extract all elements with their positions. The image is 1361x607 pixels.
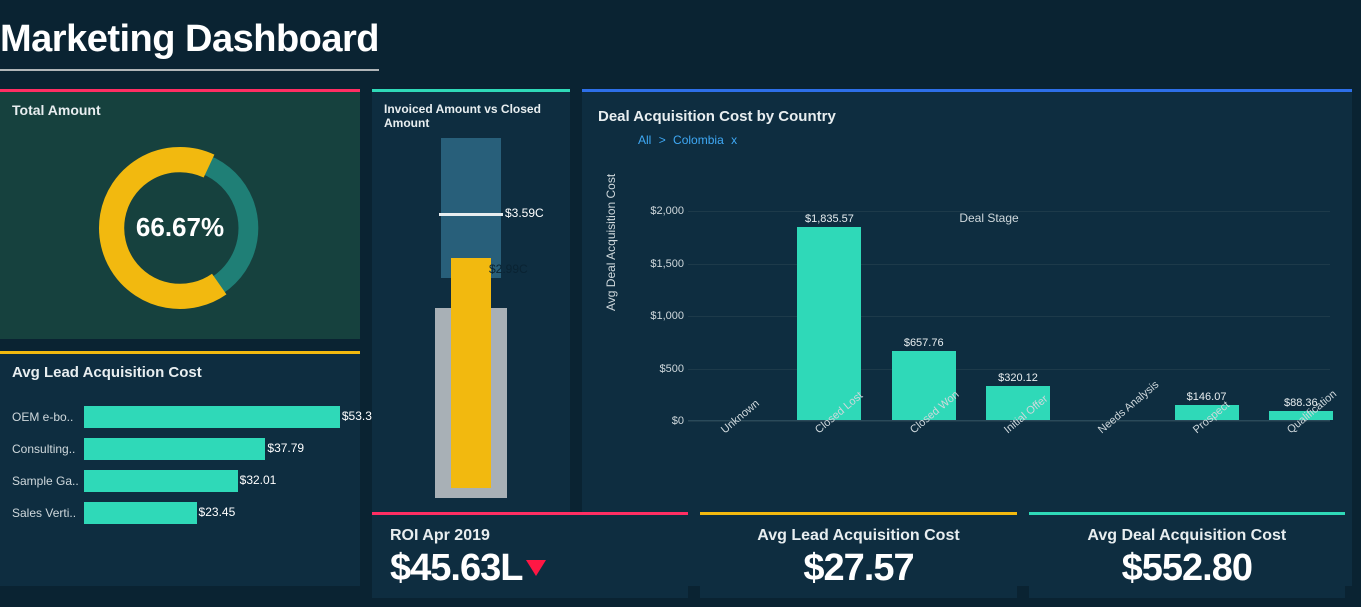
hbar-fill [84, 406, 340, 428]
gridline [688, 369, 1330, 370]
hbar-row[interactable]: Consulting.. $37.79 [12, 435, 348, 463]
kpi-card: Avg Deal Acquisition Cost $552.80 [1029, 512, 1345, 598]
hbar-fill [84, 470, 238, 492]
kpi-value: $45.63L [390, 547, 670, 590]
hbar-fill [84, 502, 197, 524]
vbar-seg-yellow [451, 258, 491, 488]
hbar-value: $32.01 [240, 473, 277, 487]
donut-percent-label: 66.67% [136, 212, 224, 243]
kpi-title: Avg Deal Acquisition Cost [1047, 527, 1327, 545]
ytick-label: $1,500 [638, 258, 684, 270]
hbar-value: $23.45 [199, 505, 236, 519]
hbar-row[interactable]: OEM e-bo..$53.31 [12, 403, 348, 431]
kpi-card: Avg Lead Acquisition Cost $27.57 [700, 512, 1016, 598]
panel-title-total: Total Amount [12, 102, 348, 118]
breadcrumb-root[interactable]: All [638, 133, 651, 147]
page-title: Marketing Dashboard [0, 18, 379, 71]
kpi-title: ROI Apr 2019 [390, 527, 670, 545]
breadcrumb: All > Colombia x [638, 133, 1340, 147]
hbar-label: Sales Verti.. [12, 506, 84, 520]
column-value-label: $320.12 [998, 372, 1038, 384]
hbar-label: Sample Ga.. [12, 474, 84, 488]
panel-avg-lead-bar: Avg Lead Acquisition Cost OEM e-bo..$53.… [0, 351, 360, 586]
panel-title-country: Deal Acquisition Cost by Country [598, 108, 1340, 125]
column-value-label: $657.76 [904, 337, 944, 349]
vbar-label-steel: $3.59C [505, 206, 544, 220]
trend-down-icon [526, 560, 546, 576]
ytick-label: $2,000 [638, 205, 684, 217]
column-category-label: Needs Analysis [1096, 379, 1161, 437]
kpi-card: ROI Apr 2019 $45.63L [372, 512, 688, 598]
y-axis-label: Avg Deal Acquisition Cost [604, 174, 618, 311]
ytick-label: $1,000 [638, 310, 684, 322]
breadcrumb-separator: > [659, 133, 666, 147]
breadcrumb-close-icon[interactable]: x [731, 133, 737, 147]
hbar-label: OEM e-bo.. [12, 410, 84, 424]
hbar-row[interactable]: Sales Verti.. $23.45 [12, 499, 348, 527]
panel-title-invoiced: Invoiced Amount vs Closed Amount [384, 102, 558, 130]
gridline [688, 211, 1330, 212]
hbar-fill [84, 438, 265, 460]
gridline [688, 264, 1330, 265]
vbar-seg-steel [441, 138, 501, 278]
hbar-value: $37.79 [267, 441, 304, 455]
ytick-label: $500 [638, 363, 684, 375]
ytick-label: $0 [638, 415, 684, 427]
panel-title-avglead: Avg Lead Acquisition Cost [12, 364, 348, 381]
column-bar[interactable]: $1,835.57 [797, 227, 861, 420]
hbar-row[interactable]: Sample Ga.. $32.01 [12, 467, 348, 495]
vbar-label-yellow: $2.99C [489, 262, 528, 276]
column-value-label: $1,835.57 [805, 213, 854, 225]
vbar-marker [439, 213, 503, 216]
gridline [688, 316, 1330, 317]
hbar-label: Consulting.. [12, 442, 84, 456]
column-category-label: Unknown [719, 398, 762, 437]
kpi-value: $27.57 [718, 547, 998, 590]
kpi-title: Avg Lead Acquisition Cost [718, 527, 998, 545]
panel-total-amount: Total Amount 66.67% [0, 89, 360, 339]
breadcrumb-current[interactable]: Colombia [673, 133, 724, 147]
kpi-value: $552.80 [1047, 547, 1327, 590]
